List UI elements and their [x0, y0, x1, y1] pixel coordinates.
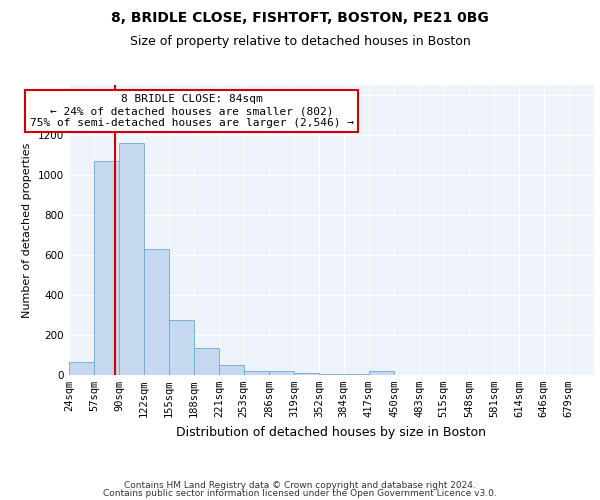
Text: Size of property relative to detached houses in Boston: Size of property relative to detached ho…	[130, 35, 470, 48]
Text: 8 BRIDLE CLOSE: 84sqm
← 24% of detached houses are smaller (802)
75% of semi-det: 8 BRIDLE CLOSE: 84sqm ← 24% of detached …	[30, 94, 354, 128]
Bar	[319, 374, 344, 375]
Bar	[244, 371, 269, 375]
Bar	[94, 161, 119, 375]
Bar	[194, 348, 220, 375]
Bar	[69, 362, 94, 375]
Text: 8, BRIDLE CLOSE, FISHTOFT, BOSTON, PE21 0BG: 8, BRIDLE CLOSE, FISHTOFT, BOSTON, PE21 …	[111, 12, 489, 26]
Bar	[294, 374, 319, 375]
Bar	[220, 365, 244, 375]
Bar	[369, 371, 394, 375]
Bar	[344, 374, 369, 375]
Bar	[269, 371, 294, 375]
Y-axis label: Number of detached properties: Number of detached properties	[22, 142, 32, 318]
X-axis label: Distribution of detached houses by size in Boston: Distribution of detached houses by size …	[176, 426, 487, 438]
Bar	[144, 249, 169, 375]
Text: Contains HM Land Registry data © Crown copyright and database right 2024.: Contains HM Land Registry data © Crown c…	[124, 480, 476, 490]
Text: Contains public sector information licensed under the Open Government Licence v3: Contains public sector information licen…	[103, 489, 497, 498]
Bar	[169, 320, 194, 375]
Bar	[119, 143, 144, 375]
